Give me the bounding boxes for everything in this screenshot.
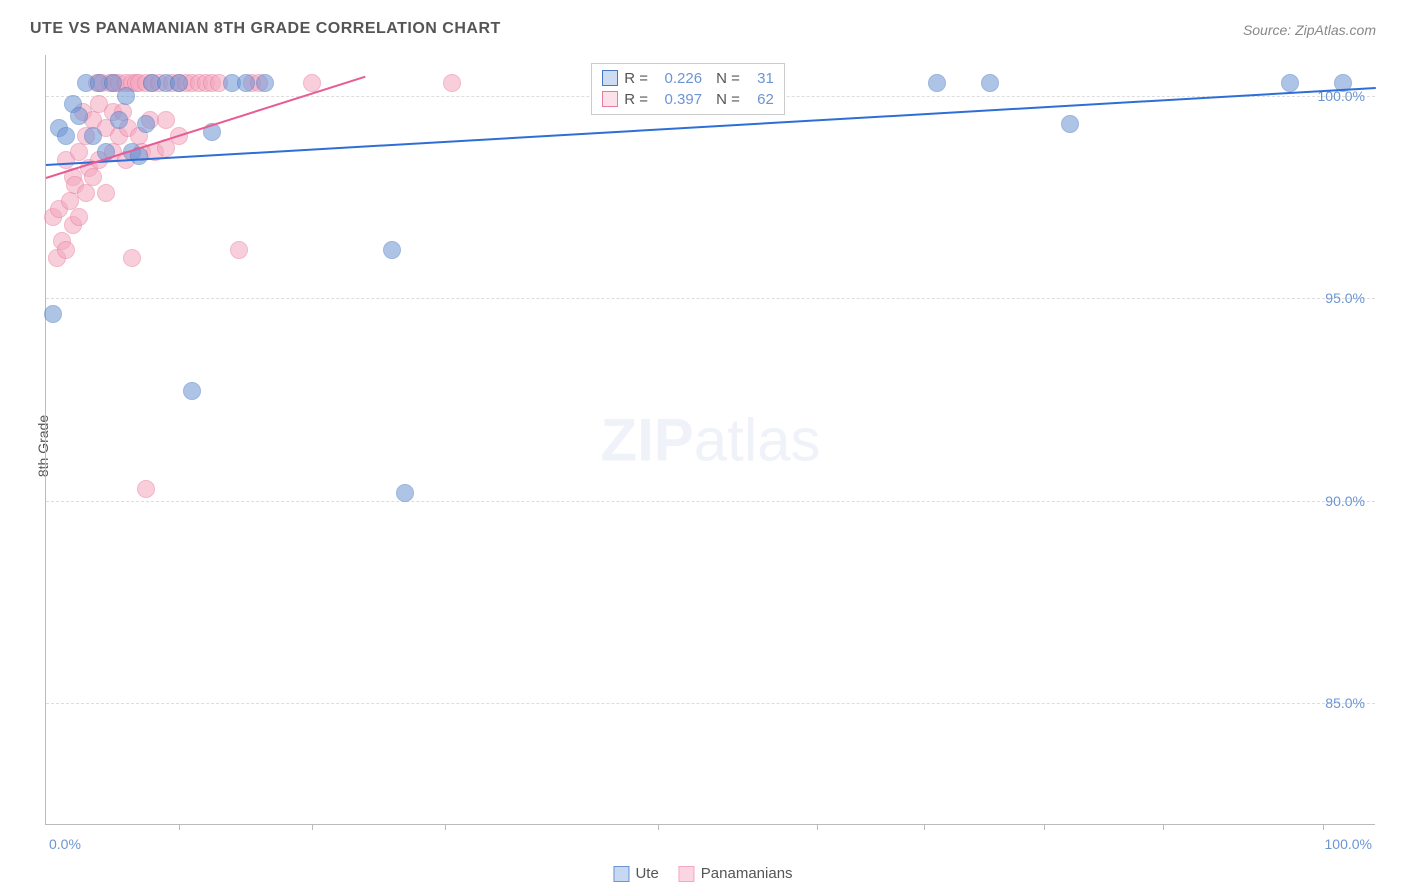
data-point: [170, 74, 188, 92]
gridline: [46, 298, 1375, 299]
legend-item: Panamanians: [679, 865, 793, 882]
x-tick: [179, 824, 180, 830]
x-tick: [1163, 824, 1164, 830]
data-point: [84, 127, 102, 145]
x-tick: [658, 824, 659, 830]
gridline: [46, 501, 1375, 502]
x-tick-label-min: 0.0%: [49, 836, 81, 852]
stat-r-label: R =: [624, 91, 648, 108]
legend-label: Panamanians: [701, 865, 793, 882]
chart-title: UTE VS PANAMANIAN 8TH GRADE CORRELATION …: [30, 20, 501, 38]
legend-item: Ute: [613, 865, 658, 882]
data-point: [77, 184, 95, 202]
data-point: [70, 143, 88, 161]
legend-swatch: [602, 91, 618, 107]
stat-n-label: N =: [716, 91, 740, 108]
legend-swatch: [613, 866, 629, 882]
stats-legend-row: R = 0.397 N = 62: [592, 89, 784, 110]
data-point: [137, 115, 155, 133]
stat-r-value: 0.226: [654, 70, 702, 87]
stats-legend: R = 0.226 N = 31 R = 0.397 N = 62: [591, 63, 785, 115]
data-point: [117, 87, 135, 105]
data-point: [981, 74, 999, 92]
legend-label: Ute: [635, 865, 658, 882]
stat-r-label: R =: [624, 70, 648, 87]
legend-swatch: [679, 866, 695, 882]
y-tick-label: 90.0%: [1325, 493, 1365, 509]
x-tick: [817, 824, 818, 830]
data-point: [57, 127, 75, 145]
stat-r-value: 0.397: [654, 91, 702, 108]
gridline: [46, 703, 1375, 704]
data-point: [1061, 115, 1079, 133]
data-point: [183, 382, 201, 400]
x-tick: [1044, 824, 1045, 830]
x-tick: [924, 824, 925, 830]
bottom-legend: Ute Panamanians: [613, 865, 792, 882]
data-point: [84, 168, 102, 186]
watermark-bold: ZIP: [600, 406, 693, 473]
y-tick-label: 85.0%: [1325, 695, 1365, 711]
data-point: [237, 74, 255, 92]
data-point: [383, 241, 401, 259]
data-point: [110, 111, 128, 129]
data-point: [396, 484, 414, 502]
data-point: [44, 305, 62, 323]
stat-n-value: 62: [746, 91, 774, 108]
data-point: [57, 241, 75, 259]
data-point: [230, 241, 248, 259]
x-tick-label-max: 100.0%: [1325, 836, 1372, 852]
stats-legend-row: R = 0.226 N = 31: [592, 68, 784, 89]
data-point: [928, 74, 946, 92]
data-point: [256, 74, 274, 92]
stat-n-value: 31: [746, 70, 774, 87]
watermark-light: atlas: [694, 406, 821, 473]
y-tick-label: 95.0%: [1325, 290, 1365, 306]
data-point: [97, 184, 115, 202]
data-point: [70, 208, 88, 226]
data-point: [137, 480, 155, 498]
data-point: [157, 111, 175, 129]
data-point: [123, 249, 141, 267]
x-tick: [1323, 824, 1324, 830]
stat-n-label: N =: [716, 70, 740, 87]
data-point: [1281, 74, 1299, 92]
x-tick: [312, 824, 313, 830]
source-label: Source: ZipAtlas.com: [1243, 22, 1376, 38]
x-tick: [445, 824, 446, 830]
data-point: [70, 107, 88, 125]
legend-swatch: [602, 70, 618, 86]
watermark: ZIPatlas: [600, 405, 820, 474]
data-point: [443, 74, 461, 92]
plot-area: ZIPatlas 85.0%90.0%95.0%100.0%0.0%100.0%…: [45, 55, 1375, 825]
